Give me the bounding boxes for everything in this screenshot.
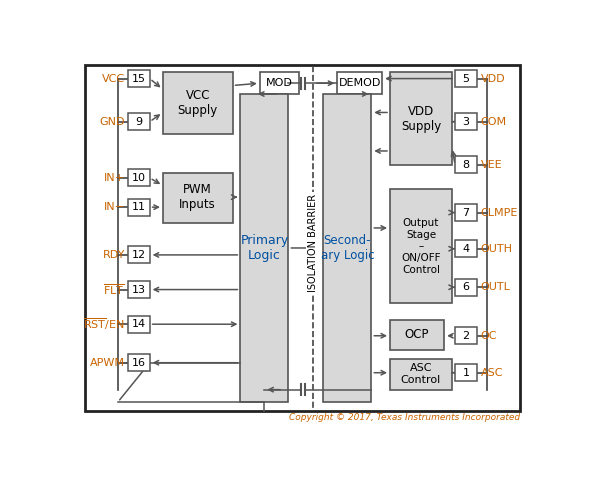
Bar (323, 94, 371, 402)
Bar (128, 199, 150, 216)
Bar (455, 204, 477, 221)
Bar (128, 316, 150, 333)
Text: VEE: VEE (481, 160, 502, 170)
Bar (390, 320, 444, 349)
Text: IN−: IN− (104, 202, 125, 212)
Text: 7: 7 (463, 207, 470, 218)
Text: Primary
Logic: Primary Logic (240, 234, 289, 262)
Bar (455, 279, 477, 296)
Text: GND: GND (99, 117, 125, 127)
Text: VDD
Supply: VDD Supply (401, 104, 441, 133)
Bar (260, 72, 299, 94)
Text: $\overline{\mathrm{FLT}}$: $\overline{\mathrm{FLT}}$ (103, 282, 125, 297)
Text: 8: 8 (463, 160, 470, 170)
Text: 1: 1 (463, 368, 470, 378)
Text: 6: 6 (463, 282, 470, 292)
Text: 5: 5 (463, 74, 470, 83)
Bar (455, 327, 477, 344)
Bar (240, 94, 289, 402)
Text: 10: 10 (132, 173, 146, 183)
Bar (455, 156, 477, 173)
Text: 15: 15 (132, 74, 146, 83)
Text: OC: OC (481, 331, 497, 341)
Bar (455, 364, 477, 381)
Text: CLMPE: CLMPE (481, 207, 518, 218)
Bar (337, 72, 382, 94)
Text: VCC: VCC (102, 74, 125, 83)
Bar (128, 246, 150, 264)
Text: DEMOD: DEMOD (339, 78, 381, 88)
Text: Second-
ary Logic: Second- ary Logic (320, 234, 374, 262)
Text: IN+: IN+ (104, 173, 125, 183)
Bar (128, 70, 150, 87)
Text: COM: COM (481, 117, 507, 127)
Text: VCC
Supply: VCC Supply (178, 89, 218, 117)
Text: $\overline{\mathrm{RST}}$/EN: $\overline{\mathrm{RST}}$/EN (83, 316, 125, 332)
Bar (128, 354, 150, 371)
Bar (128, 169, 150, 186)
Text: 9: 9 (135, 117, 142, 127)
Text: Copyright © 2017, Texas Instruments Incorporated: Copyright © 2017, Texas Instruments Inco… (289, 413, 520, 422)
Text: 3: 3 (463, 117, 470, 127)
Bar (390, 189, 452, 304)
Text: MOD: MOD (266, 78, 293, 88)
Text: VDD: VDD (481, 74, 505, 83)
Text: 16: 16 (132, 358, 146, 368)
Text: RDY: RDY (103, 250, 125, 260)
Bar (163, 173, 232, 223)
Text: OCP: OCP (405, 328, 430, 342)
Text: OUTL: OUTL (481, 282, 510, 292)
Bar (455, 240, 477, 257)
Text: OUTH: OUTH (481, 244, 513, 254)
Text: ASC
Control: ASC Control (401, 364, 441, 385)
Text: 11: 11 (132, 202, 146, 212)
Bar (163, 72, 232, 134)
Bar (390, 359, 452, 389)
Text: APWM: APWM (90, 358, 125, 368)
Text: ASC: ASC (481, 368, 503, 378)
Bar (455, 113, 477, 130)
Text: Output
Stage
–
ON/OFF
Control: Output Stage – ON/OFF Control (401, 218, 441, 275)
Text: 12: 12 (132, 250, 146, 260)
Text: 4: 4 (463, 244, 470, 254)
Text: 2: 2 (463, 331, 470, 341)
Bar (455, 70, 477, 87)
Text: PWM
Inputs: PWM Inputs (179, 183, 216, 211)
Bar (128, 113, 150, 130)
Bar (390, 72, 452, 165)
Bar (128, 281, 150, 298)
Text: 13: 13 (132, 285, 146, 295)
Text: 14: 14 (132, 319, 146, 329)
Text: ISOLATION BARRIER: ISOLATION BARRIER (308, 194, 318, 292)
